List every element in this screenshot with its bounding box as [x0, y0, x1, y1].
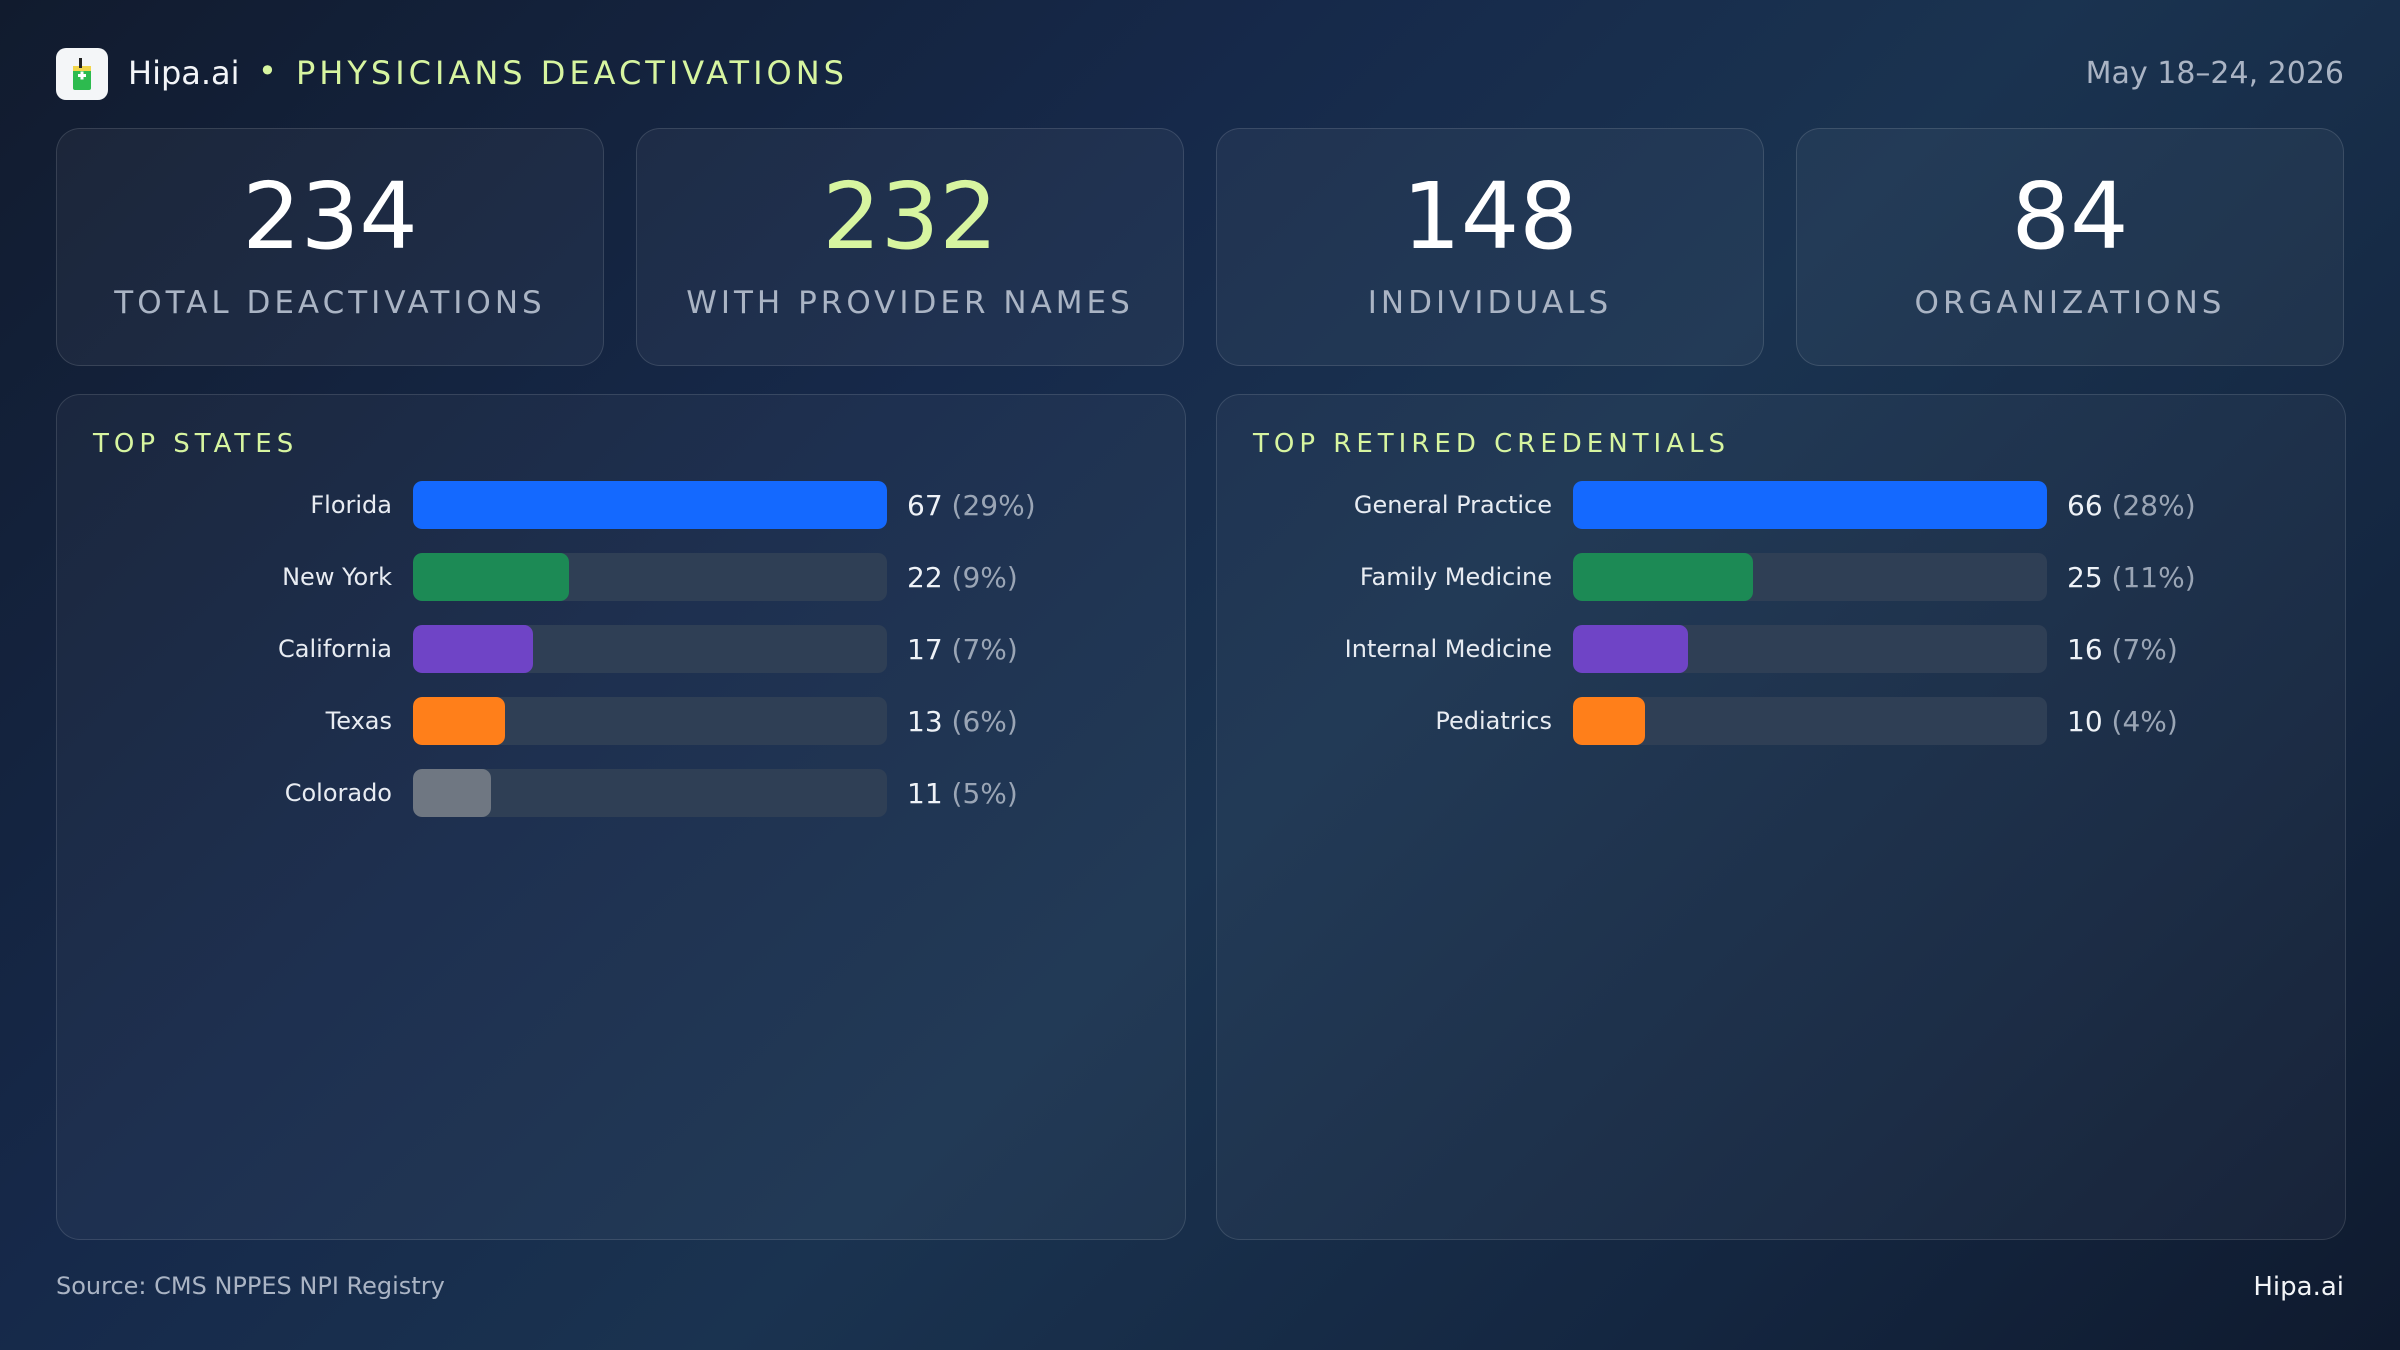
value-percent: (4%) — [2111, 705, 2178, 738]
value-label: 16 (7%) — [2067, 633, 2178, 666]
bar — [413, 625, 534, 673]
header: Hipa.ai • PHYSICIANS DEACTIVATIONS May 1… — [56, 46, 2344, 102]
category-label: Texas — [325, 707, 392, 735]
category-label: Family Medicine — [1359, 563, 1552, 591]
kpi-value: 234 — [242, 163, 418, 270]
bar-row: Family Medicine 25 (11%) — [1217, 553, 2345, 601]
bar-track — [1573, 625, 2047, 673]
kpi-value: 232 — [822, 163, 998, 270]
category-label: Colorado — [284, 779, 392, 807]
category-label: New York — [282, 563, 392, 591]
bar-row: California 17 (7%) — [57, 625, 1185, 673]
top-states-panel: TOP STATES Florida 67 (29%) New York 22 (9%… — [56, 394, 1186, 1240]
value-label: 25 (11%) — [2067, 561, 2196, 594]
kpi-card-individuals: 148 INDIVIDUALS — [1216, 128, 1764, 366]
bar — [413, 481, 887, 529]
kpi-label: TOTAL DEACTIVATIONS — [114, 285, 546, 321]
top-credentials-panel: TOP RETIRED CREDENTIALS General Practice… — [1216, 394, 2346, 1240]
value-percent: (29%) — [951, 489, 1036, 522]
bar-row: General Practice 66 (28%) — [1217, 481, 2345, 529]
value-label: 66 (28%) — [2067, 489, 2196, 522]
bar — [413, 553, 569, 601]
category-label: General Practice — [1353, 491, 1552, 519]
bar-row: New York 22 (9%) — [57, 553, 1185, 601]
bar-track — [413, 697, 887, 745]
kpi-card-total: 234 TOTAL DEACTIVATIONS — [56, 128, 604, 366]
value-count: 66 — [2067, 489, 2103, 522]
date-range: May 18–24, 2026 — [2085, 56, 2344, 91]
bar — [413, 769, 491, 817]
value-label: 67 (29%) — [907, 489, 1036, 522]
value-count: 16 — [2067, 633, 2103, 666]
category-label: California — [278, 635, 392, 663]
kpi-value: 148 — [1402, 163, 1578, 270]
bar — [1573, 553, 1753, 601]
value-label: 22 (9%) — [907, 561, 1018, 594]
bar — [413, 697, 505, 745]
kpi-card-provider-names: 232 WITH PROVIDER NAMES — [636, 128, 1184, 366]
value-count: 22 — [907, 561, 943, 594]
value-count: 10 — [2067, 705, 2103, 738]
bar-track — [1573, 553, 2047, 601]
value-count: 11 — [907, 777, 943, 810]
value-percent: (11%) — [2111, 561, 2196, 594]
page-title: PHYSICIANS DEACTIVATIONS — [296, 54, 848, 92]
value-percent: (6%) — [951, 705, 1018, 738]
brand-name: Hipa.ai — [128, 54, 240, 92]
value-percent: (7%) — [2111, 633, 2178, 666]
value-percent: (5%) — [951, 777, 1018, 810]
source-note: Source: CMS NPPES NPI Registry — [56, 1272, 445, 1300]
bar-track — [413, 553, 887, 601]
category-label: Florida — [310, 491, 392, 519]
value-count: 17 — [907, 633, 943, 666]
bar — [1573, 625, 1688, 673]
value-count: 13 — [907, 705, 943, 738]
value-label: 11 (5%) — [907, 777, 1018, 810]
bar-track — [413, 625, 887, 673]
kpi-label: WITH PROVIDER NAMES — [686, 285, 1134, 321]
value-percent: (7%) — [951, 633, 1018, 666]
bar-row: Texas 13 (6%) — [57, 697, 1185, 745]
category-label: Pediatrics — [1435, 707, 1552, 735]
bar-track — [413, 481, 887, 529]
bar-row: Pediatrics 10 (4%) — [1217, 697, 2345, 745]
bar-row: Internal Medicine 16 (7%) — [1217, 625, 2345, 673]
bar — [1573, 481, 2047, 529]
bar-row: Florida 67 (29%) — [57, 481, 1185, 529]
value-count: 67 — [907, 489, 943, 522]
bar — [1573, 697, 1645, 745]
footer-brand: Hipa.ai — [2253, 1272, 2344, 1302]
bar-track — [413, 769, 887, 817]
value-label: 10 (4%) — [2067, 705, 2178, 738]
bar-row: Colorado 11 (5%) — [57, 769, 1185, 817]
category-label: Internal Medicine — [1344, 635, 1552, 663]
value-percent: (28%) — [2111, 489, 2196, 522]
chart-title: TOP RETIRED CREDENTIALS — [1253, 429, 1730, 459]
app-logo-icon — [56, 48, 108, 100]
value-label: 13 (6%) — [907, 705, 1018, 738]
bar-track — [1573, 697, 2047, 745]
value-count: 25 — [2067, 561, 2103, 594]
chart-title: TOP STATES — [93, 429, 299, 459]
kpi-label: INDIVIDUALS — [1367, 285, 1613, 321]
kpi-label: ORGANIZATIONS — [1914, 285, 2226, 321]
value-label: 17 (7%) — [907, 633, 1018, 666]
value-percent: (9%) — [951, 561, 1018, 594]
title-separator: • — [258, 52, 277, 90]
kpi-card-organizations: 84 ORGANIZATIONS — [1796, 128, 2344, 366]
kpi-value: 84 — [2011, 163, 2129, 270]
bar-track — [1573, 481, 2047, 529]
